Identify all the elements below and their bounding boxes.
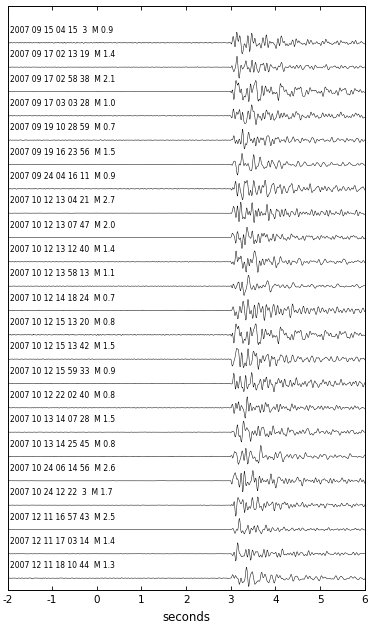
Text: 2007 09 17 02 13 19  M 1.4: 2007 09 17 02 13 19 M 1.4 [10, 50, 115, 59]
X-axis label: seconds: seconds [162, 611, 210, 624]
Text: 2007 10 13 14 25 45  M 0.8: 2007 10 13 14 25 45 M 0.8 [10, 440, 115, 448]
Text: 2007 10 12 22 02 40  M 0.8: 2007 10 12 22 02 40 M 0.8 [10, 391, 115, 400]
Text: 2007 09 24 04 16 11  M 0.9: 2007 09 24 04 16 11 M 0.9 [10, 172, 115, 181]
Text: 2007 09 19 16 23 56  M 1.5: 2007 09 19 16 23 56 M 1.5 [10, 148, 115, 156]
Text: 2007 12 11 18 10 44  M 1.3: 2007 12 11 18 10 44 M 1.3 [10, 561, 115, 570]
Text: 2007 10 12 13 07 47  M 2.0: 2007 10 12 13 07 47 M 2.0 [10, 220, 115, 230]
Text: 2007 12 11 16 57 43  M 2.5: 2007 12 11 16 57 43 M 2.5 [10, 512, 115, 522]
Text: 2007 09 17 02 58 38  M 2.1: 2007 09 17 02 58 38 M 2.1 [10, 75, 115, 84]
Text: 2007 09 17 03 03 28  M 1.0: 2007 09 17 03 03 28 M 1.0 [10, 99, 115, 108]
Text: 2007 09 19 10 28 59  M 0.7: 2007 09 19 10 28 59 M 0.7 [10, 123, 115, 133]
Text: 2007 09 15 04 15  3  M 0.9: 2007 09 15 04 15 3 M 0.9 [10, 26, 113, 35]
Text: 2007 10 12 15 59 33  M 0.9: 2007 10 12 15 59 33 M 0.9 [10, 367, 115, 376]
Text: 2007 10 12 13 04 21  M 2.7: 2007 10 12 13 04 21 M 2.7 [10, 197, 115, 205]
Text: 2007 10 12 15 13 20  M 0.8: 2007 10 12 15 13 20 M 0.8 [10, 318, 115, 327]
Text: 2007 10 13 14 07 28  M 1.5: 2007 10 13 14 07 28 M 1.5 [10, 415, 115, 425]
Text: 2007 10 24 06 14 56  M 2.6: 2007 10 24 06 14 56 M 2.6 [10, 464, 115, 473]
Text: 2007 10 24 12 22  3  M 1.7: 2007 10 24 12 22 3 M 1.7 [10, 489, 112, 497]
Text: 2007 10 12 13 12 40  M 1.4: 2007 10 12 13 12 40 M 1.4 [10, 245, 115, 254]
Text: 2007 12 11 17 03 14  M 1.4: 2007 12 11 17 03 14 M 1.4 [10, 537, 115, 546]
Text: 2007 10 12 14 18 24  M 0.7: 2007 10 12 14 18 24 M 0.7 [10, 294, 115, 303]
Text: 2007 10 12 15 13 42  M 1.5: 2007 10 12 15 13 42 M 1.5 [10, 342, 115, 351]
Text: 2007 10 12 13 58 13  M 1.1: 2007 10 12 13 58 13 M 1.1 [10, 269, 115, 278]
